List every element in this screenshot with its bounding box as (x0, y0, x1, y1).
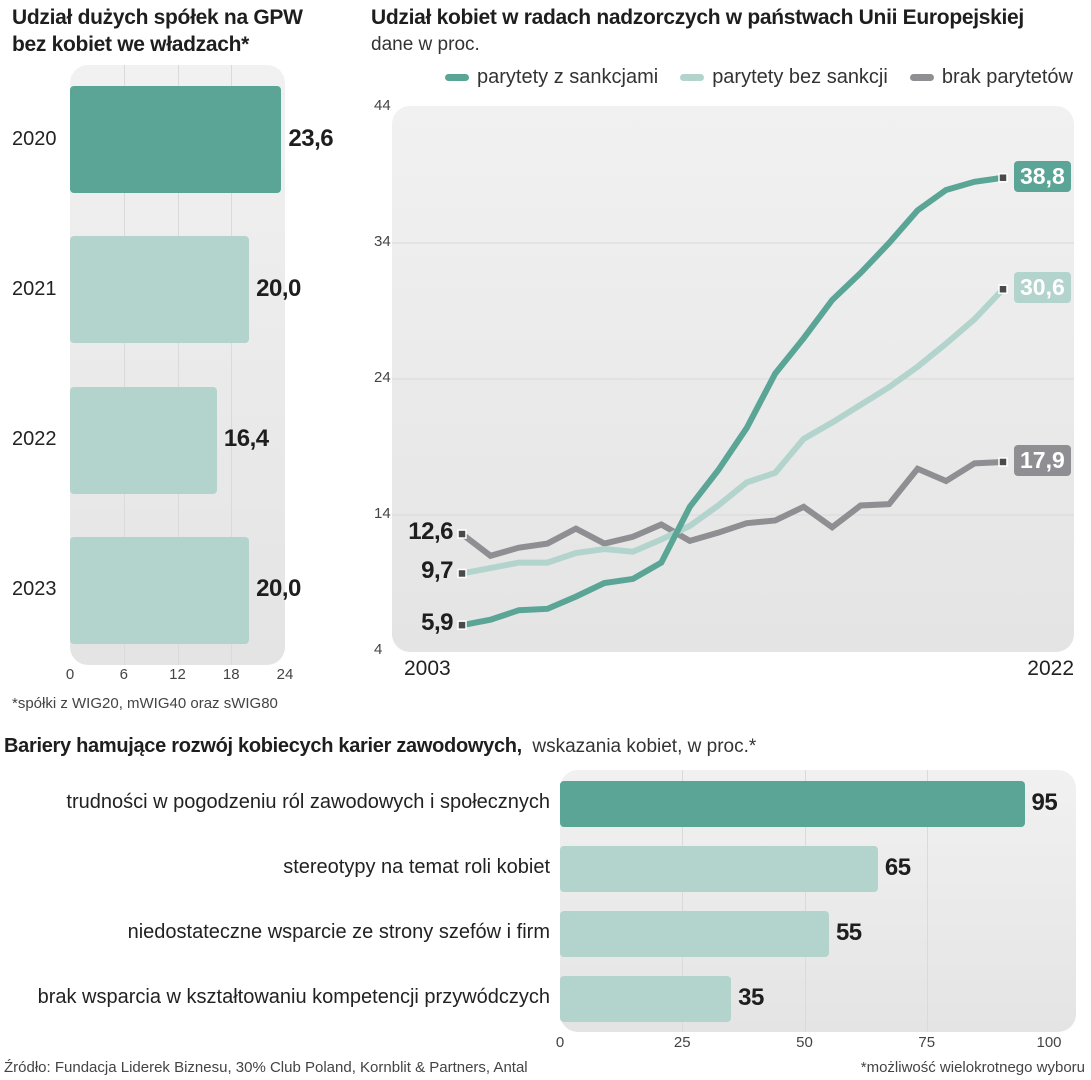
left-chart-bar (70, 386, 217, 494)
line-endpoint-marker (457, 529, 467, 539)
bottom-chart-x-tick: 0 (555, 1034, 565, 1051)
bottom-chart-category-label: trudności w pogodzeniu ról zawodowych i … (66, 791, 550, 813)
line-chart-subtitle: dane w proc. (371, 34, 480, 55)
left-chart-x-tick: 24 (276, 666, 294, 683)
bottom-chart-bar (560, 781, 1025, 827)
line-endpoint-marker (457, 620, 467, 630)
bottom-chart-x-tick: 50 (796, 1034, 813, 1051)
left-chart-bar (70, 86, 282, 193)
line-chart-y-tick: 24 (374, 369, 391, 386)
bottom-chart-bar (560, 976, 732, 1022)
left-chart-footnote: *spółki z WIG20, mWIG40 oraz sWIG80 (12, 695, 278, 712)
left-chart-year-label: 2021 (12, 277, 57, 300)
left-chart-title: Udział dużych spółek na GPW bez kobiet w… (12, 4, 303, 58)
left-chart: 0 6 12 18 24 2020 23,6 2021 20,0 2022 16,4 2023 20,0 (0, 0, 360, 720)
line-endpoint-marker (998, 457, 1008, 467)
left-chart-x-tick: 12 (169, 666, 186, 683)
left-chart-year-label: 2020 (12, 127, 57, 150)
bottom-chart-subtitle: wskazania kobiet, w proc.* (532, 736, 757, 757)
line-end-label: 38,8 (1014, 160, 1071, 192)
left-chart-x-tick: 6 (119, 666, 128, 683)
line-start-label: 9,7 (421, 557, 453, 585)
bottom-chart-value-label: 95 (1031, 789, 1058, 816)
legend-item: parytety z sankcjami (445, 66, 658, 89)
line-endpoint-marker (998, 284, 1008, 294)
line-series-parytety-bez-sankcji (461, 287, 1006, 577)
line-start-label: 5,9 (421, 609, 453, 637)
left-chart-gridline (123, 65, 125, 665)
bottom-chart-value-label: 35 (738, 984, 764, 1011)
left-chart-bar (70, 236, 250, 344)
line-chart-y-tick: 4 (374, 641, 383, 658)
line-chart-labels: 44 34 24 14 4 2003 2022 5,9 38,8 9,7 30,6 12,6 17,9 (374, 97, 1074, 680)
legend-item: brak parytetów (909, 66, 1073, 89)
bottom-chart-value-label: 65 (884, 854, 911, 881)
bottom-chart-x-tick: 25 (673, 1034, 691, 1051)
bottom-chart-gridline (804, 770, 806, 1032)
line-end-label: 30,6 (1014, 272, 1071, 304)
bottom-chart-gridline (682, 770, 684, 1032)
bottom-chart-bar (560, 911, 829, 957)
line-chart-y-tick: 14 (374, 505, 391, 522)
line-chart-x-tick: 2022 (1027, 657, 1074, 680)
legend-item: parytety bez sankcji (680, 66, 888, 89)
bottom-chart-category-label: brak wsparcia w kształtowaniu kompetencj… (37, 986, 550, 1008)
left-chart-title-line-1: Udział dużych spółek na GPW (12, 6, 303, 29)
line-start-label: 12,6 (408, 518, 453, 546)
bottom-chart-category-label: stereotypy na temat roli kobiet (283, 856, 550, 878)
legend-label: parytety bez sankcji (712, 66, 888, 88)
bottom-chart-bar (560, 846, 878, 892)
line-chart-x-tick: 2003 (404, 657, 451, 680)
bottom-chart-title: Bariery hamujące rozwój kobiecych karier… (4, 735, 522, 757)
left-chart-gridline (231, 65, 233, 665)
line-series-brak-parytetów (460, 458, 1004, 560)
legend-swatch (909, 74, 934, 81)
line-chart-legend: parytety z sankcjami parytety bez sankcji… (445, 66, 1073, 89)
line-chart-title: Udział kobiet w radach nadzorczych w pań… (371, 6, 1024, 29)
left-chart-x-tick: 0 (65, 666, 75, 683)
bottom-chart-value-label: 55 (835, 919, 862, 946)
bottom-chart-gridline (926, 770, 928, 1032)
left-chart-gridline (177, 65, 179, 665)
left-chart-x-tick: 18 (222, 666, 240, 683)
legend-label: brak parytetów (941, 66, 1073, 88)
legend-swatch (445, 74, 470, 81)
left-chart-title-line-2: bez kobiet we władzach* (12, 33, 249, 56)
line-end-label: 17,9 (1014, 444, 1071, 476)
legend-label: parytety z sankcjami (477, 66, 659, 88)
left-chart-value-label: 16,4 (223, 425, 269, 453)
line-endpoint-marker (457, 568, 467, 579)
bottom-chart-footnote: *możliwość wielokrotnego wyboru (860, 1059, 1085, 1076)
left-chart-value-label: 23,6 (288, 124, 334, 152)
bottom-chart-x-tick: 100 (1036, 1034, 1062, 1051)
left-chart-bar (70, 536, 250, 644)
line-endpoint-marker (998, 172, 1008, 183)
source-note: Źródło: Fundacja Liderek Biznesu, 30% Cl… (4, 1059, 528, 1076)
left-chart-value-label: 20,0 (256, 575, 301, 603)
line-chart-y-tick: 44 (374, 97, 391, 114)
line-chart-plot (392, 172, 1074, 630)
left-chart-value-label: 20,0 (256, 274, 301, 302)
line-series-parytety-z-sankcjami (461, 174, 1004, 629)
bottom-chart-x-tick: 75 (918, 1034, 936, 1051)
left-chart-year-label: 2022 (12, 428, 57, 451)
bottom-chart-heading: Bariery hamujące rozwój kobiecych karier… (4, 733, 756, 760)
bottom-chart-category-label: niedostateczne wsparcie ze strony szefów… (127, 921, 550, 943)
line-chart-y-tick: 34 (374, 233, 391, 250)
legend-swatch (680, 74, 705, 81)
left-chart-year-label: 2023 (12, 578, 57, 601)
